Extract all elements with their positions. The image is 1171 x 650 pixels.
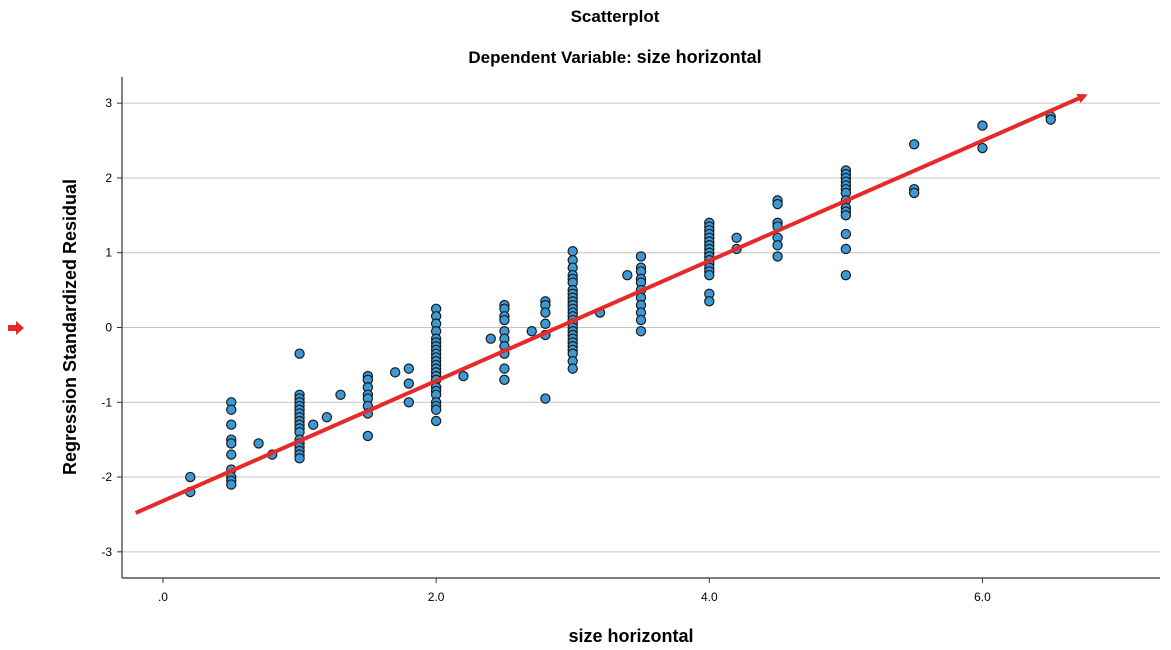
scatter-point [840,269,852,281]
side-arrow-icon [8,321,24,335]
scatter-point [226,479,237,490]
chart-title: Scatterplot [571,7,660,26]
scatter-point [253,438,264,449]
scatter-point [185,471,196,483]
scatter-point [567,363,578,374]
scatter-point [540,393,551,404]
scatter-point [772,251,783,262]
y-tick-label: -1 [101,395,112,409]
scatter-point [540,307,551,318]
x-axis-title: size horizontal [568,626,693,646]
scatter-point [430,415,442,427]
scatter-point [226,449,237,460]
chart-subtitle-prefix: Dependent Variable: [468,48,636,67]
scatter-point [226,404,237,415]
x-tick-label: .0 [158,590,168,604]
scatter-point [977,142,988,154]
scatter-point [321,412,333,423]
y-tick-label: -2 [101,470,112,484]
y-tick-label: -3 [101,545,112,559]
scatter-point [840,243,852,255]
scatter-point [499,374,510,386]
scatter-point [335,389,346,400]
scatter-point [908,187,920,199]
scatter-point [499,363,510,374]
x-tick-label: 6.0 [974,590,991,604]
y-tick-label: 1 [105,246,112,260]
scatter-point [294,348,305,359]
scatter-point [731,232,742,243]
scatter-point [458,370,469,382]
chart-subtitle-variable: size horizontal [637,47,762,67]
scatter-point [430,404,442,415]
scatter-point [540,318,551,329]
annotation-arrow [134,93,1088,515]
scatter-point [526,326,537,337]
scatter-point [704,269,715,281]
scatter-point [403,363,415,374]
y-axis-ticks: 3 2 1 0 -1 -2 -3 [101,96,122,559]
scatter-point [226,438,237,449]
scatter-point [362,430,374,442]
data-points [185,111,1056,498]
scatter-point [226,419,237,430]
scatter-point [704,296,715,307]
scatter-point [635,326,647,337]
scatter-point [403,397,415,408]
y-tick-label: 0 [105,321,112,335]
scatter-point [567,246,578,257]
y-tick-label: 3 [105,96,112,110]
scatter-point [635,314,647,326]
x-axis-ticks: .0 2.0 4.0 6.0 [158,578,991,604]
scatter-point [1045,114,1056,125]
y-tick-label: 2 [105,171,112,185]
scatter-point [485,333,496,344]
scatter-point [840,210,852,221]
x-tick-label: 2.0 [428,590,445,604]
y-axis-title: Regression Standardized Residual [60,179,80,475]
scatter-point [635,251,647,262]
scatter-point [772,198,783,210]
scatter-point [308,419,319,430]
scatter-point [977,120,988,131]
scatter-point [499,314,510,326]
chart-subtitle: Dependent Variable: size horizontal [468,47,761,67]
scatter-point [622,269,633,281]
scatter-point [908,139,920,150]
scatter-point [294,453,305,464]
scatter-point [403,378,415,389]
x-tick-label: 4.0 [701,590,718,604]
scatter-point [772,240,783,251]
scatter-point [840,228,852,240]
scatter-point [389,367,401,378]
